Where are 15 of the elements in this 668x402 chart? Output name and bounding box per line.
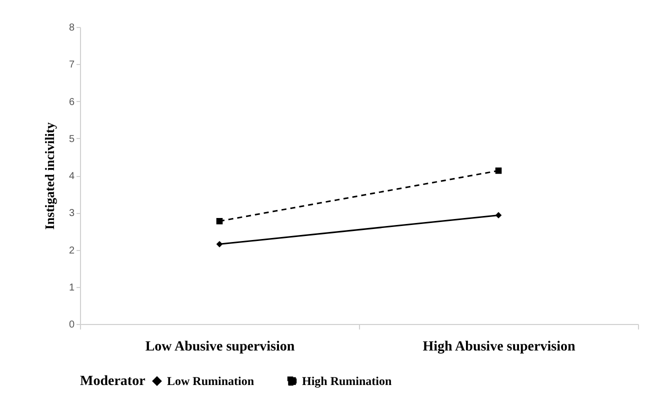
legend-title: Moderator	[80, 374, 146, 389]
y-tick-label: 2	[68, 245, 75, 256]
y-tick-label: 0	[68, 320, 75, 330]
y-tick-label: 3	[68, 208, 75, 220]
y-tick-label: 7	[68, 60, 75, 71]
y-tick-label: 5	[68, 134, 75, 145]
y-tick-label: 4	[68, 171, 75, 182]
y-axis-title: Instigated incivility	[42, 122, 57, 230]
x-tick-label: Low Abusive supervision	[145, 340, 295, 354]
legend-label: High Rumination	[302, 374, 392, 388]
y-tick-label: 1	[68, 282, 75, 294]
y-tick-label: 6	[68, 96, 75, 108]
x-tick-label: High Abusive supervision	[422, 340, 576, 354]
y-tick-label: 8	[68, 22, 75, 34]
legend-label: Low Rumination	[167, 374, 254, 388]
